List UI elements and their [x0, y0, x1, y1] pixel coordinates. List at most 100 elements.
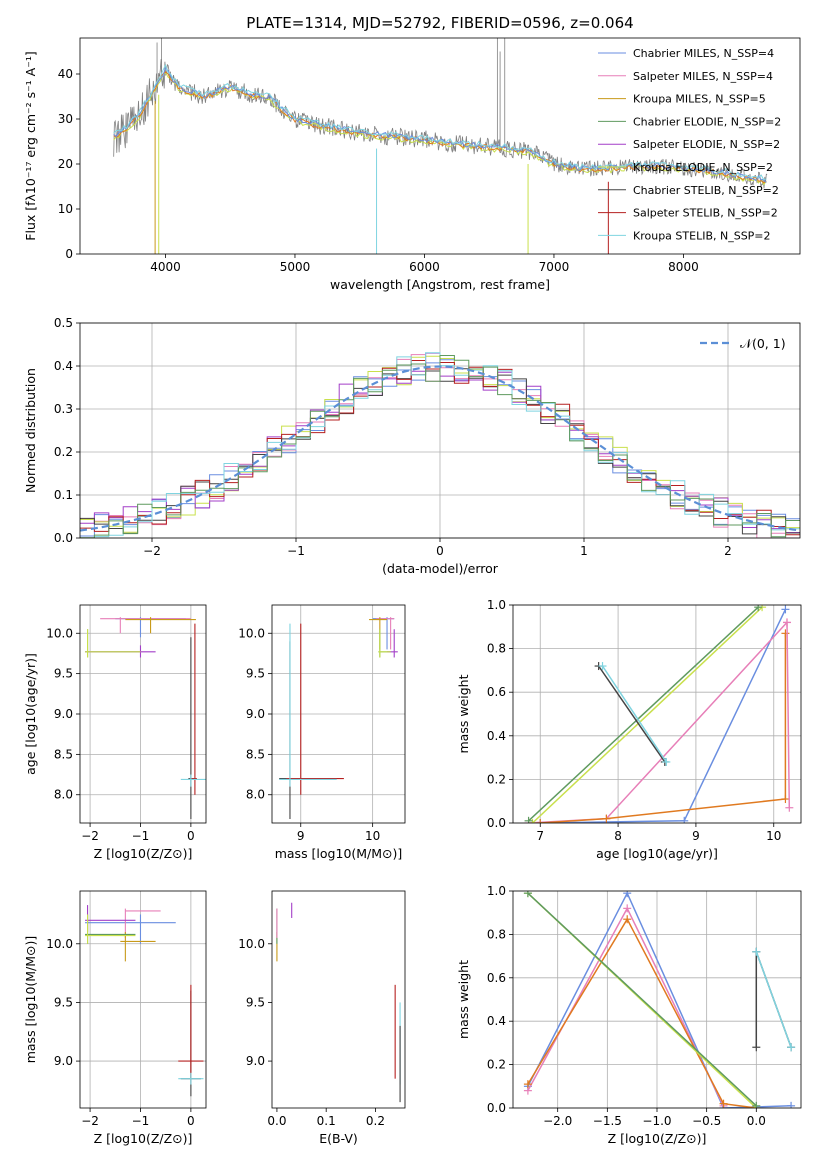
gaussian-curve	[80, 365, 800, 532]
plot-area	[523, 891, 796, 1108]
legend-label: Chabrier MILES, N_SSP=4	[633, 47, 774, 60]
x-tick-label: −2	[81, 1114, 99, 1128]
grid-lines	[513, 604, 801, 824]
x-tick-label: −1	[132, 829, 150, 843]
y-tick-label: 0.6	[487, 971, 506, 985]
y-axis-label: age [log10(age/yr)]	[23, 653, 38, 775]
plot-area	[85, 617, 206, 819]
weight-line	[540, 633, 787, 823]
legend-label: Salpeter STELIB, N_SSP=2	[633, 207, 778, 220]
y-tick-label: 1.0	[487, 884, 506, 898]
x-tick-label: 9	[297, 829, 305, 843]
axes-frame	[79, 37, 801, 255]
x-tick-label: −0.5	[692, 1114, 721, 1128]
y-axis-label: mass weight	[456, 674, 471, 753]
x-tick-label: 5000	[280, 260, 311, 274]
x-tick-label: 0	[187, 1114, 195, 1128]
x-tick-label: 0.0	[747, 1114, 766, 1128]
plot-area	[276, 902, 401, 1103]
residual-histogram	[80, 355, 800, 538]
y-tick-label: 8.5	[54, 747, 73, 761]
y-tick-label: 10.0	[46, 626, 73, 640]
legend-label: Salpeter MILES, N_SSP=4	[633, 70, 773, 83]
weight-line	[540, 609, 787, 823]
y-tick-label: 8.0	[54, 788, 73, 802]
x-tick-label: 0	[436, 544, 444, 558]
model-spectrum-kroupa-stelib	[113, 63, 767, 181]
axes-frame	[79, 890, 207, 1109]
weight-line	[527, 891, 792, 1108]
panel-mass-vs-EBV: 0.0 0.1 0.2 9.0 9.5 10.0 E(B-V)	[238, 890, 406, 1146]
y-tick-label: 0.6	[487, 685, 506, 699]
x-tick-label: −1.0	[642, 1114, 671, 1128]
grid-lines	[272, 605, 405, 823]
y-tick-label: 0.4	[487, 729, 506, 743]
y-tick-label: 9.0	[54, 707, 73, 721]
x-tick-label: −1	[287, 544, 305, 558]
axes-frame	[271, 604, 406, 824]
panel-age-vs-Z: −2 −1 0 8.0 8.5 9.0 9.5 10.0 Z [log10(Z/Z⊙)] age …	[23, 604, 207, 861]
y-axis-label: mass weight	[456, 960, 471, 1039]
model-spectrum-kroupa-elodie	[113, 71, 767, 186]
x-tick-label: 0.1	[317, 1114, 336, 1128]
y-tick-label: 0.2	[487, 1058, 506, 1072]
y-tick-label: 8.0	[246, 788, 265, 802]
weight-line	[528, 621, 788, 823]
y-tick-label: 0.8	[487, 642, 506, 656]
y-tick-label: 10.0	[238, 626, 265, 640]
grid-lines	[80, 605, 206, 823]
y-tick-label: 0.0	[487, 816, 506, 830]
x-tick-label: 8	[614, 829, 622, 843]
y-tick-label: 0.8	[487, 927, 506, 941]
weight-line	[527, 906, 725, 1107]
x-tick-label: 10	[365, 829, 380, 843]
y-tick-label: 0.3	[54, 402, 73, 416]
plot-area	[279, 617, 398, 819]
y-tick-label: 0.5	[54, 316, 73, 330]
y-tick-label: 0	[65, 247, 73, 261]
y-tick-label: 9.0	[246, 707, 265, 721]
legend-label: Kroupa STELIB, N_SSP=2	[633, 229, 771, 242]
axes-frame	[512, 604, 802, 824]
legend-label: Chabrier STELIB, N_SSP=2	[633, 184, 779, 197]
x-tick-label: −2.0	[543, 1114, 572, 1128]
panel-residuals: −2 −1 0 1 2 0.0 0.1 0.2 0.3 0.4 0.5 (data-model)/er…	[23, 316, 801, 576]
axes-frame	[79, 604, 207, 824]
x-axis-label: wavelength [Angstrom, rest frame]	[330, 277, 550, 292]
chart-panels: 4000 5000 6000 7000 8000010203040wavelength …	[23, 37, 802, 1146]
y-tick-label: 9.5	[246, 667, 265, 681]
y-tick-label: 40	[58, 67, 73, 81]
x-tick-label: −1.5	[593, 1114, 622, 1128]
axes-frame	[79, 322, 801, 539]
plot-area	[524, 605, 794, 823]
x-tick-label: 0.2	[366, 1114, 385, 1128]
panel-mass-vs-Z: −2 −1 0 9.0 9.5 10.0 Z [log10(Z/Z⊙)] mass [log1…	[23, 890, 207, 1146]
x-tick-label: 2	[724, 544, 732, 558]
x-tick-label: 6000	[409, 260, 440, 274]
x-tick-label: 1	[580, 544, 588, 558]
y-tick-label: 9.5	[246, 995, 265, 1009]
y-tick-label: 9.5	[54, 667, 73, 681]
legend-label: Kroupa MILES, N_SSP=5	[633, 93, 766, 106]
figure-title: PLATE=1314, MJD=52792, FIBERID=0596, z=0…	[246, 14, 633, 32]
y-tick-label: 8.5	[246, 747, 265, 761]
axes-frame	[271, 890, 406, 1109]
legend-label: Kroupa ELODIE, N_SSP=2	[633, 161, 773, 174]
y-axis-label: Normed distribution	[23, 368, 38, 493]
weight-line	[601, 665, 667, 763]
y-tick-label: 0.1	[54, 488, 73, 502]
x-tick-label: 10	[766, 829, 781, 843]
y-tick-label: 20	[58, 157, 73, 171]
weight-line	[527, 917, 757, 1108]
y-tick-label: 1.0	[487, 598, 506, 612]
y-tick-label: 0.0	[54, 531, 73, 545]
y-axis-label: Flux [fλ10⁻¹⁷ erg cm⁻² s⁻¹ A⁻¹]	[23, 51, 38, 240]
x-tick-label: 7000	[539, 260, 570, 274]
y-tick-label: 10	[58, 202, 73, 216]
y-tick-label: 0.0	[487, 1101, 506, 1115]
x-tick-label: 8000	[668, 260, 699, 274]
x-tick-label: −2	[143, 544, 161, 558]
x-tick-label: 4000	[150, 260, 181, 274]
x-tick-label: −1	[132, 1114, 150, 1128]
